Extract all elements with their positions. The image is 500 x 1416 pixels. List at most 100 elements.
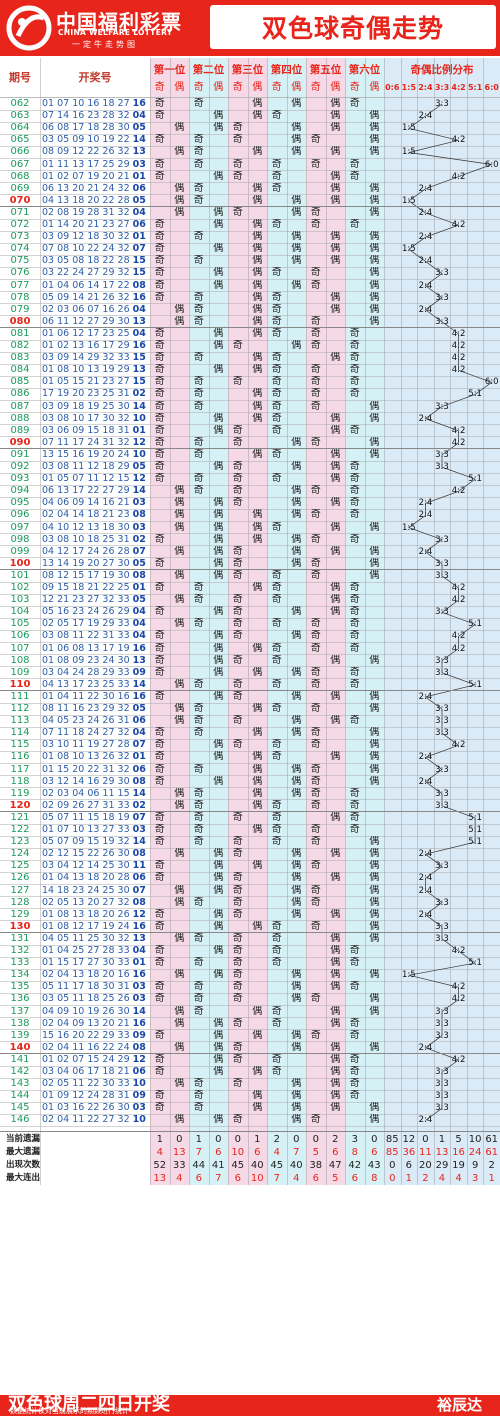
odd-mark: 奇 bbox=[310, 763, 321, 775]
odd-mark: 奇 bbox=[154, 291, 165, 303]
issue-number: 107 bbox=[10, 642, 30, 654]
even-mark: 偶 bbox=[330, 1102, 341, 1114]
odd-mark: 奇 bbox=[271, 920, 282, 932]
odd-mark: 奇 bbox=[349, 485, 360, 497]
even-mark: 偶 bbox=[369, 231, 380, 243]
odd-mark: 奇 bbox=[349, 630, 360, 642]
draw-numbers: 08 12 15 17 19 30 08 bbox=[40, 570, 150, 582]
odd-mark: 奇 bbox=[154, 945, 165, 956]
ratio-label: 1:5 bbox=[401, 83, 417, 92]
stat-value: 0 bbox=[234, 1133, 241, 1145]
blue-ball: 13 bbox=[132, 654, 146, 666]
issue-number: 072 bbox=[10, 219, 30, 230]
even-mark: 偶 bbox=[174, 1005, 185, 1017]
odd-mark: 奇 bbox=[193, 473, 204, 485]
red-balls: 02 04 11 22 27 32 bbox=[42, 1114, 130, 1126]
even-mark: 偶 bbox=[291, 231, 302, 243]
grid-hline bbox=[0, 980, 500, 982]
grid-hline bbox=[0, 884, 500, 885]
issue-number: 087 bbox=[10, 400, 30, 412]
even-mark: 偶 bbox=[369, 110, 380, 122]
draw-numbers: 01 02 13 16 17 29 16 bbox=[40, 340, 150, 352]
even-mark: 偶 bbox=[330, 303, 341, 315]
even-mark: 偶 bbox=[291, 630, 302, 642]
odd-mark: 奇 bbox=[154, 448, 165, 460]
even-mark: 偶 bbox=[369, 848, 380, 860]
grid-hline bbox=[0, 859, 500, 861]
odd-mark: 奇 bbox=[232, 678, 243, 690]
draw-numbers: 06 13 17 22 27 29 14 bbox=[40, 485, 150, 497]
odd-mark: 奇 bbox=[193, 896, 204, 908]
odd-mark: 奇 bbox=[271, 388, 282, 400]
even-mark: 偶 bbox=[213, 219, 224, 230]
even-mark: 偶 bbox=[291, 98, 302, 109]
odd-mark: 奇 bbox=[271, 448, 282, 460]
draw-numbers: 01 06 12 17 23 25 04 bbox=[40, 328, 150, 340]
position-column-bg bbox=[267, 58, 306, 1185]
grid-vline bbox=[169, 58, 171, 1185]
odd-mark: 奇 bbox=[232, 872, 243, 884]
ratio-mark: 3:3 bbox=[435, 449, 449, 460]
red-balls: 01 07 10 16 18 27 bbox=[42, 98, 130, 109]
ratio-mark: 5:1 bbox=[468, 825, 482, 835]
even-mark: 偶 bbox=[174, 497, 185, 509]
even-mark: 偶 bbox=[213, 509, 224, 521]
odd-mark: 奇 bbox=[154, 400, 165, 412]
odd-mark: 奇 bbox=[271, 291, 282, 303]
odd-mark: 奇 bbox=[232, 630, 243, 642]
odd-mark: 奇 bbox=[271, 364, 282, 376]
blue-ball: 07 bbox=[132, 545, 146, 557]
draw-numbers: 13 15 16 19 20 24 10 bbox=[40, 449, 150, 461]
grid-hline bbox=[0, 266, 500, 268]
even-mark: 偶 bbox=[330, 291, 341, 303]
issue-number: 082 bbox=[10, 340, 30, 351]
red-balls: 01 06 12 17 23 25 bbox=[42, 327, 130, 339]
stat-value: 3 bbox=[471, 1172, 479, 1184]
even-mark: 偶 bbox=[291, 860, 302, 872]
grid-hline bbox=[0, 666, 500, 667]
even-mark: 偶 bbox=[330, 146, 341, 158]
odd-mark: 奇 bbox=[232, 158, 243, 170]
stat-value: 9 bbox=[471, 1159, 479, 1171]
even-mark: 偶 bbox=[213, 920, 224, 932]
even-mark: 偶 bbox=[174, 969, 185, 981]
header-odd-label: 奇 bbox=[193, 82, 204, 93]
draw-numbers: 01 08 10 13 26 32 01 bbox=[40, 751, 150, 763]
header-odd-label: 奇 bbox=[232, 82, 243, 93]
issue-number: 139 bbox=[10, 1029, 30, 1041]
draw-numbers: 02 04 11 16 22 24 08 bbox=[40, 1042, 150, 1054]
issue-number: 070 bbox=[9, 194, 31, 206]
odd-mark: 奇 bbox=[154, 376, 165, 388]
issue-number: 142 bbox=[10, 1066, 30, 1077]
ratio-label: 3:3 bbox=[434, 83, 450, 92]
issue-number: 073 bbox=[10, 231, 30, 243]
even-mark: 偶 bbox=[330, 715, 341, 727]
grid-vline bbox=[189, 58, 190, 1185]
draw-numbers: 15 16 20 22 29 33 09 bbox=[40, 1030, 150, 1042]
even-mark: 偶 bbox=[174, 1017, 185, 1029]
blue-ball: 16 bbox=[132, 920, 146, 932]
grid-hline bbox=[0, 315, 500, 316]
draw-numbers: 13 14 19 20 27 30 05 bbox=[40, 558, 150, 570]
even-mark: 偶 bbox=[330, 1066, 341, 1077]
stat-value: 6 bbox=[405, 1159, 413, 1171]
issue-number: 078 bbox=[10, 291, 30, 303]
group-divider bbox=[0, 205, 500, 207]
stat-value: 2 bbox=[488, 1159, 495, 1171]
ratio-mark: 3:3 bbox=[435, 1091, 449, 1102]
odd-mark: 奇 bbox=[193, 582, 204, 593]
odd-mark: 奇 bbox=[349, 340, 360, 351]
red-balls: 03 04 06 17 18 21 bbox=[42, 1066, 130, 1077]
grid-hline bbox=[0, 702, 500, 703]
ratio-mark: 4:2 bbox=[451, 328, 466, 339]
even-mark: 偶 bbox=[291, 1041, 302, 1053]
ratio-mark: 2:4 bbox=[418, 183, 433, 194]
ratio-mark: 5:1 bbox=[468, 389, 482, 400]
red-balls: 07 11 17 24 31 32 bbox=[42, 436, 130, 448]
odd-mark: 奇 bbox=[193, 799, 204, 811]
odd-mark: 奇 bbox=[271, 315, 282, 327]
odd-mark: 奇 bbox=[310, 1114, 321, 1126]
issue-number: 122 bbox=[10, 824, 30, 835]
ratio-mark: 3:3 bbox=[435, 534, 449, 545]
draw-numbers: 02 04 13 18 20 16 16 bbox=[40, 969, 150, 981]
